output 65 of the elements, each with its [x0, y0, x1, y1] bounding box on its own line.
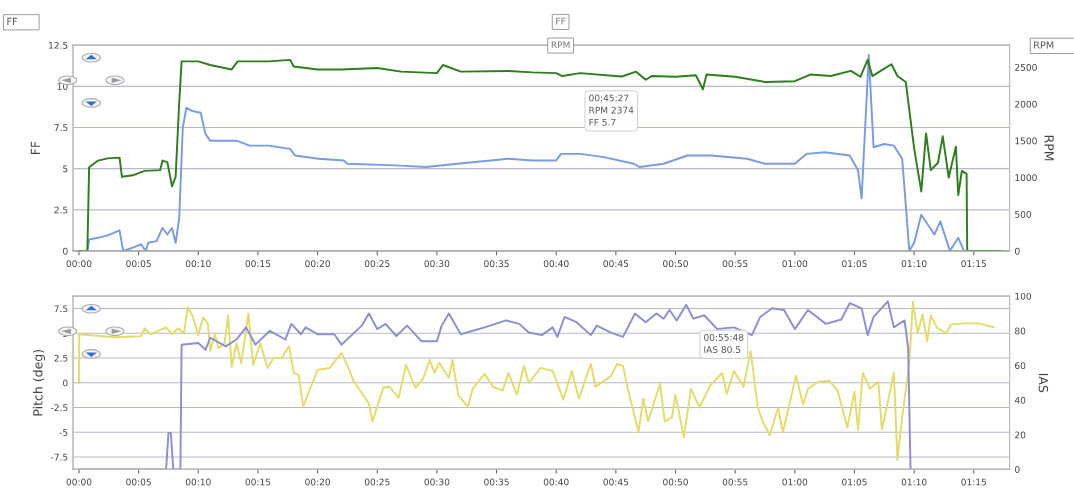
y2-tick-label: 1500	[1015, 137, 1037, 145]
x-tick-label: 00:30	[424, 478, 450, 486]
y2-tick-label: 0	[1015, 466, 1020, 473]
y2-axis-title: IAS	[1038, 373, 1049, 393]
y-tick-label: 2.5	[54, 206, 68, 214]
x-tick-label: 00:45	[603, 478, 629, 486]
y-tick-label: 0	[63, 247, 68, 255]
x-tick-label: 00:35	[484, 260, 509, 268]
x-tick-label: 00:40	[543, 478, 569, 486]
y2-tick-label: 0	[1015, 247, 1020, 255]
y-tick-label: 12.5	[49, 41, 68, 49]
y2-tick-label: 1000	[1015, 174, 1037, 182]
x-tick-label: 00:10	[185, 260, 211, 268]
x-tick-label: 01:15	[961, 478, 986, 486]
x-tick-label: 00:00	[66, 478, 92, 486]
y-tick-label: -5	[59, 429, 68, 436]
text: FF	[556, 17, 566, 25]
y-tick-label: 0	[63, 379, 68, 387]
y2-tick-label: 80	[1015, 327, 1026, 335]
y-tick-label: -2.5	[51, 404, 68, 412]
x-tick-label: 00:25	[364, 260, 390, 268]
x-tick-label: 00:55	[722, 260, 748, 268]
text: FF	[7, 17, 18, 25]
y2-tick-label: 500	[1015, 210, 1032, 218]
y-axis-title: Pitch (deg)	[32, 349, 45, 416]
x-tick-label: 00:45	[603, 260, 629, 268]
x-tick-label: 01:10	[901, 478, 927, 486]
y2-axis-title: RPM	[1044, 135, 1054, 161]
x-tick-label: 00:15	[245, 478, 271, 486]
x-tick-label: 00:55	[722, 478, 748, 486]
x-tick-label: 00:15	[245, 260, 271, 268]
y2-tick-label: 20	[1015, 431, 1026, 439]
x-tick-label: 01:10	[901, 260, 927, 268]
y2-tick-label: 2000	[1015, 100, 1037, 108]
y-tick-label: 7.5	[54, 124, 68, 132]
x-tick-label: 01:00	[782, 478, 808, 486]
x-tick-label: 00:05	[126, 478, 151, 486]
text: RPM	[1034, 41, 1054, 49]
x-tick-label: 01:05	[842, 478, 867, 486]
x-tick-label: 00:35	[484, 478, 509, 486]
y-tick-label: 2.5	[54, 354, 68, 362]
x-tick-label: 00:00	[66, 260, 92, 268]
x-tick-label: 00:50	[663, 260, 688, 268]
x-tick-label: 01:15	[961, 260, 986, 268]
x-tick-label: 00:40	[543, 260, 569, 268]
y-tick-label: 5	[63, 165, 68, 173]
x-tick-label: 00:25	[364, 478, 390, 486]
annotation: 00:45:27 RPM 2374 FF 5.7	[589, 94, 634, 126]
y-axis-title: FF	[30, 141, 40, 155]
y2-tick-label: 100	[1015, 292, 1032, 300]
annotation: RPM	[551, 41, 570, 49]
x-tick-label: 00:05	[126, 260, 151, 268]
y-tick-label: -7.5	[51, 453, 68, 461]
x-tick-label: 01:05	[842, 260, 867, 268]
x-tick-label: 01:00	[782, 260, 808, 268]
x-tick-label: 00:10	[185, 478, 211, 486]
x-tick-label: 00:20	[305, 260, 331, 268]
y2-tick-label: 40	[1014, 396, 1026, 404]
x-tick-label: 00:20	[305, 478, 331, 486]
y2-tick-label: 2500	[1015, 63, 1037, 71]
y-tick-label: 7.5	[54, 305, 68, 313]
x-tick-label: 00:50	[663, 478, 688, 486]
y2-tick-label: 60	[1015, 362, 1026, 370]
annotation: 00:55:48 IAS 80.5	[704, 333, 744, 353]
x-tick-label: 00:30	[424, 260, 450, 268]
